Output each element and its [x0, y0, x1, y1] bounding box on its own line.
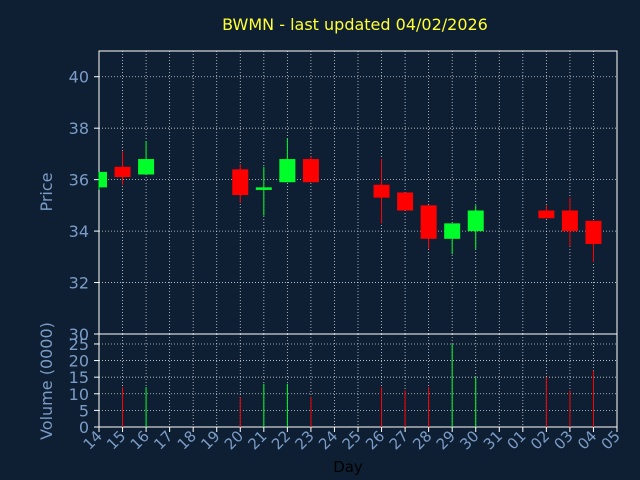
volume-plot-area — [98, 333, 618, 428]
volume-tick-label: 5 — [79, 401, 89, 420]
candles — [98, 138, 602, 262]
x-tick-label: 21 — [244, 427, 270, 453]
x-tick-label: 23 — [292, 427, 318, 453]
x-tick-label: 29 — [433, 427, 459, 453]
price-axis-label: Price — [37, 172, 56, 211]
candle-body — [397, 192, 414, 211]
x-tick-label: 17 — [150, 427, 176, 453]
candle-body — [373, 184, 390, 198]
candle-body — [232, 169, 249, 196]
candle-body — [561, 210, 578, 232]
candle-body — [585, 220, 602, 244]
x-tick-label: 19 — [197, 427, 223, 453]
x-tick-label: 22 — [268, 427, 294, 453]
x-axis-label: Day — [333, 458, 363, 476]
candle-body — [138, 159, 155, 175]
x-tick-label: 27 — [386, 427, 412, 453]
volume-tick-label: 20 — [69, 352, 89, 371]
chart-title: BWMN - last updated 04/02/2026 — [222, 15, 488, 34]
price-tick-label: 30 — [69, 325, 89, 344]
price-tick-label: 34 — [69, 222, 89, 241]
price-y-ticks: 30 32 34 36 38 40 — [69, 68, 99, 344]
x-tick-label: 30 — [456, 427, 482, 453]
x-tick-label: 25 — [339, 427, 365, 453]
candle-body — [467, 210, 484, 232]
x-tick-label: 16 — [127, 427, 153, 453]
volume-axis-label: Volume (0000) — [37, 322, 56, 440]
x-tick-label: 02 — [527, 427, 553, 453]
x-tick-label: 04 — [574, 427, 600, 453]
price-panel: 30 32 34 36 38 40 — [69, 50, 618, 344]
x-tick-label: 15 — [103, 427, 129, 453]
price-tick-label: 36 — [69, 171, 89, 190]
candle-body — [114, 166, 131, 178]
volume-tick-label: 10 — [69, 385, 89, 404]
volume-tick-label: 0 — [79, 418, 89, 437]
volume-bars — [122, 343, 594, 427]
x-tick-label: 26 — [362, 427, 388, 453]
candle-body — [302, 159, 319, 183]
price-grid — [99, 51, 617, 334]
price-tick-label: 40 — [69, 68, 89, 87]
volume-tick-label: 15 — [69, 368, 89, 387]
candle-body — [420, 205, 437, 239]
x-tick-label: 31 — [480, 427, 506, 453]
x-tick-label: 18 — [174, 427, 200, 453]
x-tick-label: 01 — [503, 427, 529, 453]
x-tick-label: 24 — [315, 427, 341, 453]
candle-body — [279, 159, 296, 183]
price-tick-label: 32 — [69, 274, 89, 293]
volume-tick-label: 25 — [69, 335, 89, 354]
x-ticks: 1415161718192021222324252627282930310102… — [80, 427, 624, 453]
x-tick-label: 05 — [598, 427, 624, 453]
x-tick-label: 20 — [221, 427, 247, 453]
x-tick-label: 28 — [409, 427, 435, 453]
candle-body — [255, 187, 272, 190]
candle-body — [538, 210, 555, 219]
candle-body — [99, 171, 107, 188]
price-tick-label: 38 — [69, 119, 89, 138]
x-tick-label: 03 — [551, 427, 577, 453]
candle-body — [444, 223, 461, 239]
